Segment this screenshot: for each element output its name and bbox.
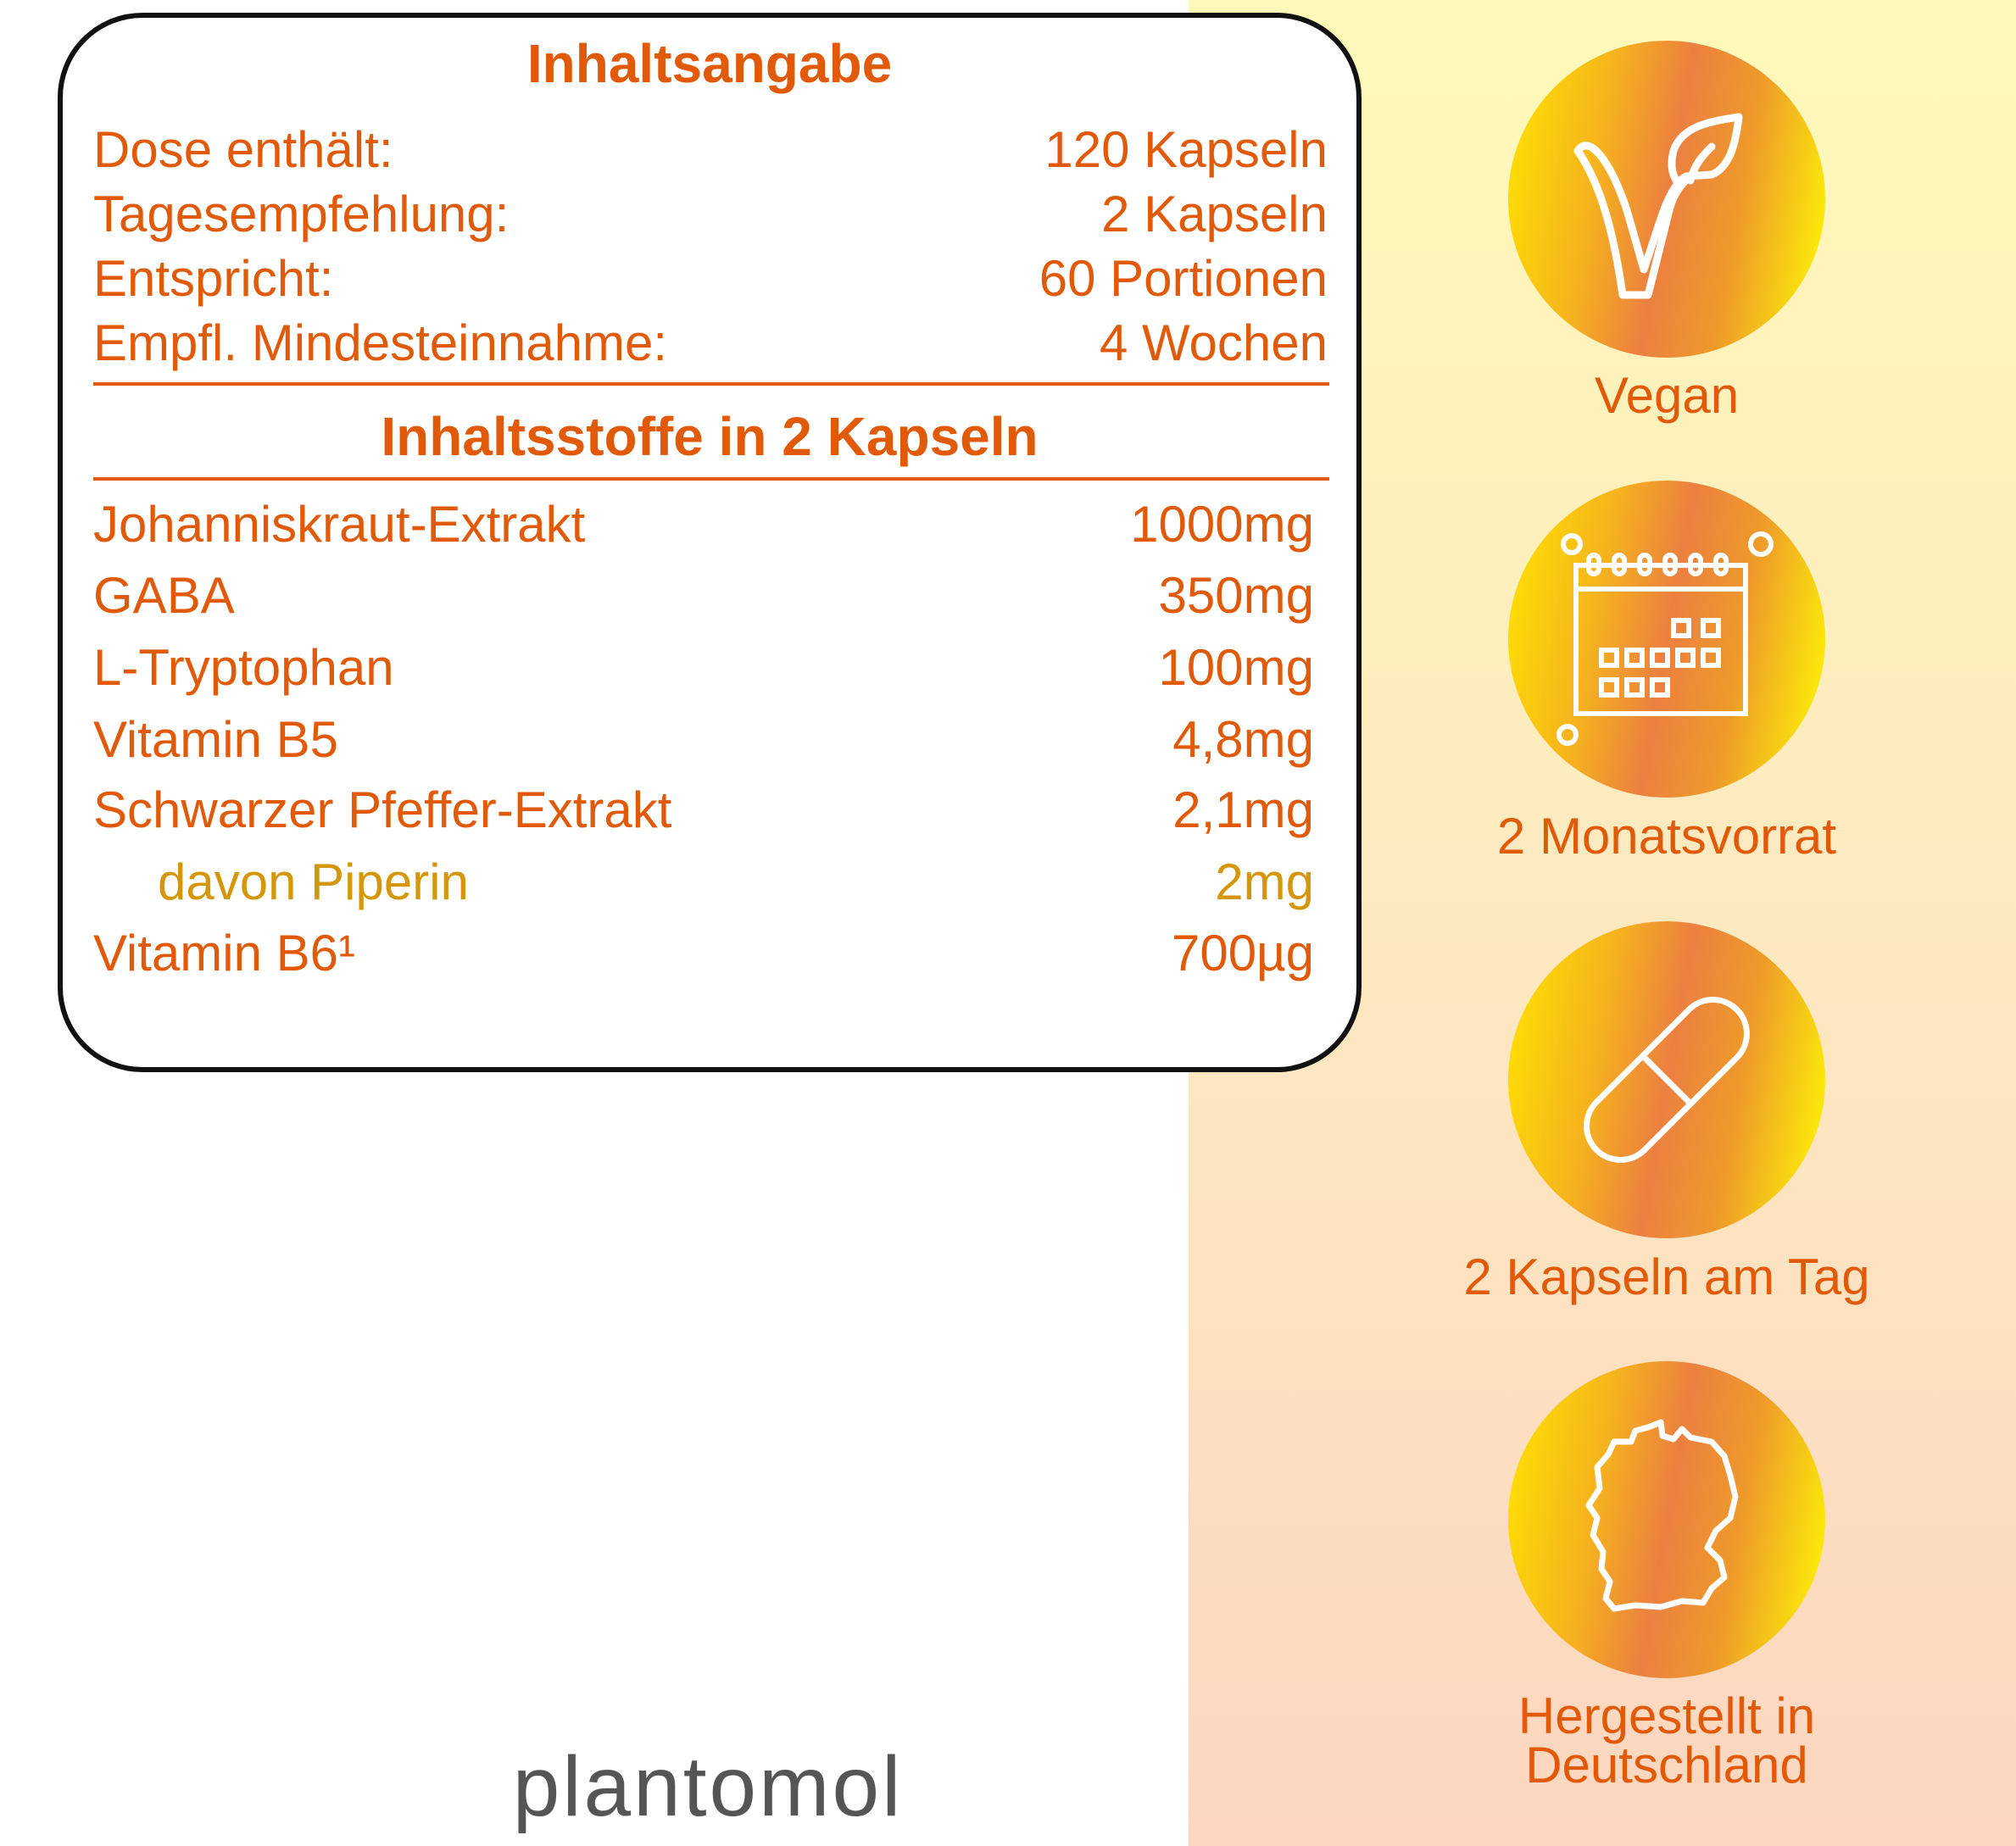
supply-badge: [1508, 481, 1825, 798]
row-label: Entspricht:: [93, 250, 334, 307]
ingredient-amount: 2mg: [1215, 853, 1314, 910]
dosage-badge: [1508, 921, 1825, 1238]
row-label: Dose enthält:: [93, 121, 393, 178]
ingredient-name: Johanniskraut-Extrakt: [93, 496, 586, 553]
badge-label-line: Hergestellt in: [1518, 1688, 1816, 1744]
ingredient-amount: 350mg: [1158, 567, 1314, 624]
ingredient-name: Vitamin B6¹: [93, 925, 356, 981]
badge-label-dosage: 2 Kapseln am Tag: [1463, 1248, 1870, 1305]
contents-title: Inhaltsangabe: [526, 33, 893, 94]
info-card: Inhaltsangabe Dose enthält: 120 Kapseln T…: [58, 13, 1362, 1072]
divider: [93, 382, 1329, 386]
ingredient-amount: 1000mg: [1130, 496, 1314, 553]
ingredient-name: davon Piperin: [158, 853, 469, 910]
calendar-icon: [1557, 531, 1774, 746]
divider: [93, 477, 1329, 481]
badge-label-supply: 2 Monatsvorrat: [1496, 808, 1837, 865]
brand-logo: plantomol: [512, 1739, 904, 1834]
ingredient-name: L-Tryptophan: [93, 639, 394, 696]
badge-label-germany: Hergestellt in Deutschland: [1323, 1688, 2011, 1793]
ingredients-title: Inhaltsstoffe in 2 Kapseln: [381, 406, 1039, 467]
ingredient-amount: 700µg: [1171, 925, 1314, 981]
capsule-icon: [1584, 997, 1750, 1163]
ingredient-amount: 2,1mg: [1172, 781, 1314, 838]
row-value: 120 Kapseln: [1044, 121, 1328, 178]
row-label: Empfl. Mindesteinnahme:: [93, 314, 667, 371]
ingredient-amount: 4,8mg: [1172, 711, 1314, 768]
made-in-germany-badge: [1508, 1361, 1825, 1678]
ingredient-name: Schwarzer Pfeffer-Extrakt: [93, 781, 672, 838]
ingredient-amount: 100mg: [1158, 639, 1314, 696]
ingredient-name: Vitamin B5: [93, 711, 339, 768]
vegan-badge: [1508, 41, 1825, 358]
badge-label-vegan: Vegan: [1594, 367, 1740, 424]
ingredient-name: GABA: [93, 567, 235, 624]
row-value: 2 Kapseln: [1101, 186, 1328, 242]
row-value: 4 Wochen: [1099, 314, 1328, 371]
germany-map-icon: [1585, 1419, 1739, 1612]
row-label: Tagesempfehlung:: [93, 186, 510, 242]
row-value: 60 Portionen: [1039, 250, 1328, 307]
vegan-leaf-icon: [1573, 113, 1743, 299]
badge-label-line: Deutschland: [1525, 1737, 1808, 1793]
